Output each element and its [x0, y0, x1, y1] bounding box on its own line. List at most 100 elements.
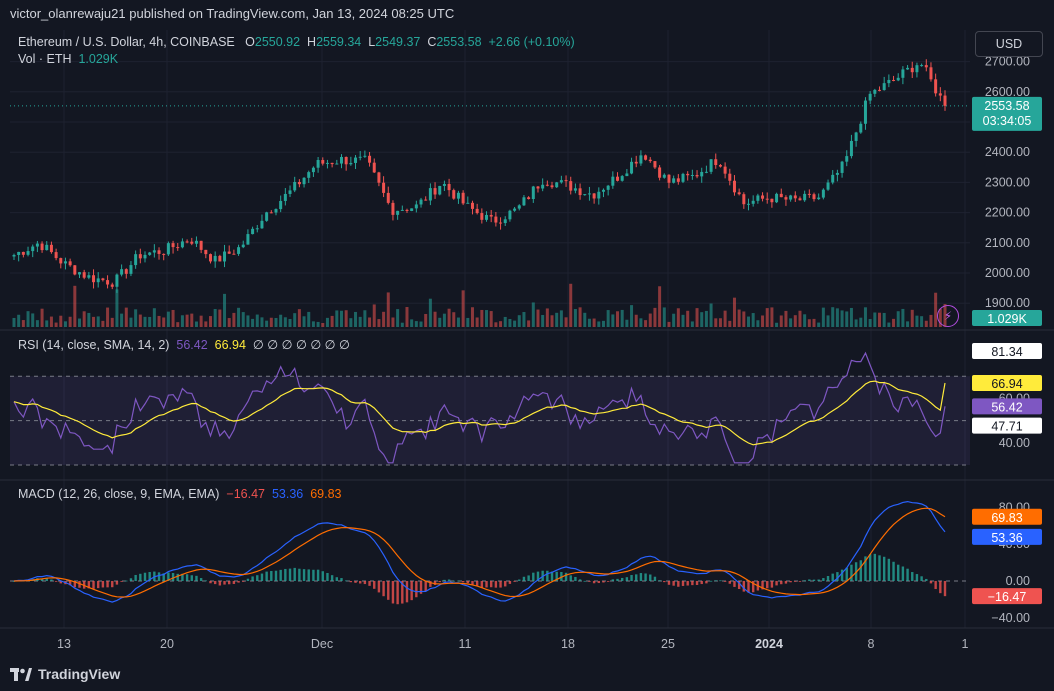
volume-bar	[756, 320, 760, 327]
macd-histogram-bar	[766, 581, 769, 589]
volume-bar	[662, 307, 666, 327]
volume-bar	[199, 315, 203, 327]
macd-histogram-bar	[312, 569, 315, 581]
volume-bar	[550, 315, 554, 327]
candle-body	[873, 89, 877, 94]
candle-body	[157, 250, 161, 254]
macd-histogram-bar	[705, 581, 708, 584]
candle-body	[821, 189, 825, 198]
macd-histogram-bar	[728, 581, 731, 584]
volume-bar	[676, 308, 680, 327]
candle-body	[751, 200, 755, 204]
price-tick-label: 2300.00	[985, 175, 1030, 189]
candle-body	[555, 182, 559, 188]
candle-body	[283, 193, 287, 201]
candle-body	[17, 251, 21, 255]
candle-body	[288, 190, 292, 194]
candle-body	[887, 79, 891, 84]
volume-bar	[461, 290, 465, 327]
candle-body	[854, 132, 858, 141]
candle-body	[82, 272, 86, 278]
volume-bar	[101, 320, 105, 327]
close-value: 2553.58	[436, 35, 482, 49]
volume-bar	[499, 321, 503, 327]
candle-body	[428, 188, 432, 201]
volume-bar	[349, 318, 353, 327]
time-axis[interactable]: 13 20 Dec 11 18 25 2024 8 1	[57, 637, 968, 651]
volume-bar	[531, 302, 535, 327]
macd-histogram-bar	[733, 581, 736, 587]
macd-histogram-bar	[59, 581, 62, 584]
candle-body	[761, 195, 765, 199]
macd-histogram-bar	[494, 581, 498, 588]
currency-button[interactable]: USD	[975, 31, 1043, 57]
candle-body	[452, 190, 456, 199]
candle-body	[31, 246, 35, 252]
volume-tag-text: 1.029K	[987, 312, 1027, 326]
macd-histogram-bar	[901, 566, 905, 581]
candle-body	[863, 100, 867, 124]
volume-bar	[120, 313, 124, 327]
candle-body	[672, 178, 676, 183]
candle-body	[522, 197, 526, 206]
volume-bar	[223, 293, 227, 327]
volume-value: 1.029K	[78, 52, 119, 66]
macd-histogram-bar	[288, 568, 292, 581]
macd-histogram-bar	[911, 572, 914, 581]
candle-body	[662, 174, 666, 178]
volume-bar	[12, 317, 16, 327]
candle-body	[915, 65, 919, 73]
volume-bar	[26, 311, 30, 327]
candle-body	[545, 184, 549, 186]
macd-histogram-bar	[242, 581, 245, 582]
macd-histogram-bar	[433, 581, 437, 585]
volume-bar	[241, 312, 245, 327]
macd-histogram-bar	[550, 571, 554, 581]
macd-histogram-bar	[897, 564, 900, 581]
candle-body	[732, 180, 736, 193]
rsi-ma-tag	[972, 374, 1042, 391]
candle-body	[307, 172, 311, 178]
macd-histogram-bar	[583, 580, 586, 582]
price-tick-label: 2700.00	[985, 55, 1030, 69]
candle-body	[349, 162, 353, 165]
volume-bar	[368, 317, 372, 327]
candle-body	[372, 162, 376, 173]
candle-body	[592, 193, 596, 199]
macd-histogram-bar	[920, 576, 923, 581]
volume-bar	[475, 317, 479, 327]
rsi-legend-extras: ∅ ∅ ∅ ∅ ∅ ∅ ∅	[252, 338, 350, 352]
macd-histogram-bar	[461, 581, 465, 583]
candle-body	[634, 161, 638, 164]
volume-bar	[555, 312, 559, 327]
time-tick-label: 8	[868, 637, 875, 651]
macd-histogram-bar	[803, 580, 806, 582]
macd-histogram-bar	[649, 574, 652, 581]
macd-histogram-bar	[840, 569, 844, 581]
candle-body	[728, 173, 732, 181]
volume-bar	[49, 316, 53, 327]
candle-body	[742, 194, 746, 205]
candle-body	[695, 175, 699, 177]
volume-bar	[896, 311, 900, 327]
candle-body	[363, 155, 367, 157]
tradingview-logo-icon	[10, 667, 32, 681]
time-tick-label: 18	[561, 637, 575, 651]
volume-bar	[274, 318, 278, 327]
volume-bar	[54, 322, 58, 327]
volume-bar	[770, 307, 774, 327]
macd-histogram-bar	[560, 571, 563, 581]
volume-bar	[681, 314, 685, 327]
candle-body	[251, 228, 255, 235]
macd-histogram-bar	[340, 578, 343, 581]
candle-body	[667, 174, 671, 183]
volume-bar	[321, 322, 325, 327]
candle-body	[648, 159, 652, 162]
candle-body	[737, 192, 741, 195]
candle-body	[447, 183, 451, 191]
candle-body	[302, 177, 306, 185]
volume-bar	[485, 310, 489, 327]
lightning-icon[interactable]: ⚡	[937, 305, 959, 327]
candle-body	[499, 222, 503, 224]
